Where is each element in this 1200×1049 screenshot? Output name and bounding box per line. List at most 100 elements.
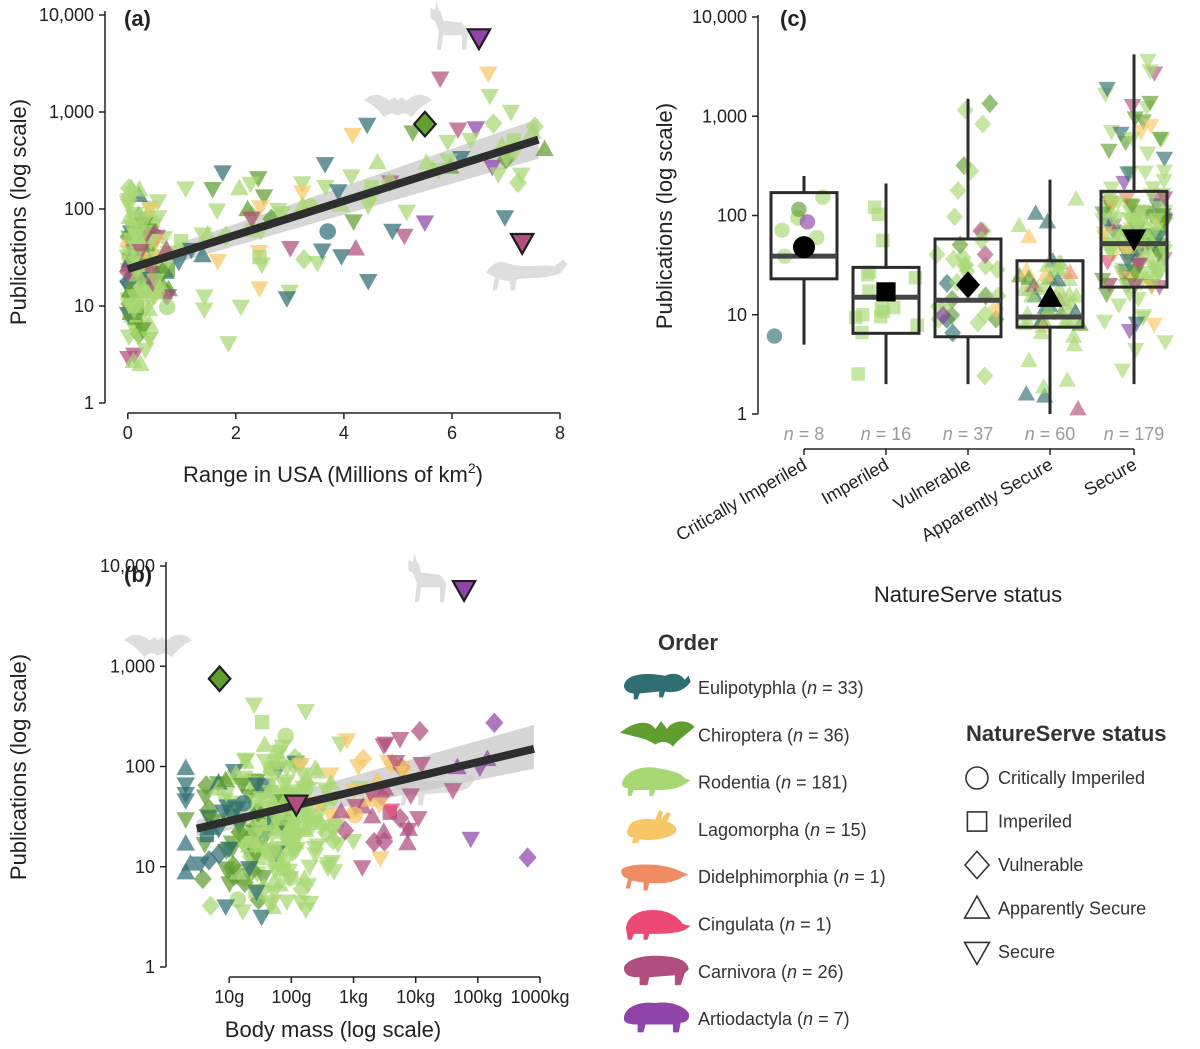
scatter-point (448, 122, 468, 139)
scatter-point (119, 298, 139, 315)
status-legend-label: Imperiled (998, 812, 1072, 832)
scatter-point (270, 875, 290, 892)
jitter-point (1017, 385, 1036, 401)
jitter-point (1032, 323, 1051, 340)
rodent-icon (621, 767, 691, 796)
scatter-point (247, 794, 267, 812)
scatter-point (328, 184, 348, 201)
scatter-point (344, 214, 363, 231)
scatter-point (311, 813, 331, 830)
scatter-point (331, 801, 351, 819)
x-tick-label: 10kg (396, 987, 435, 1007)
scatter-point (371, 851, 390, 868)
scatter-point (242, 211, 261, 229)
scatter-point (176, 834, 196, 851)
y-tick-label: 1 (84, 393, 94, 413)
jitter-point (1128, 217, 1146, 234)
scatter-point (328, 836, 348, 854)
scatter-point (260, 897, 280, 915)
scatter-point (244, 697, 264, 715)
scatter-point (255, 735, 274, 752)
y-tick-label: 10,000 (100, 556, 155, 576)
jitter-point (1129, 257, 1147, 274)
order-legend-label: Rodentia (n = 181) (698, 773, 848, 793)
x-tick-label: 0 (123, 423, 133, 443)
scatter-point (230, 821, 249, 843)
scatter-point (122, 178, 141, 195)
scatter-point (176, 862, 196, 880)
scatter-point (357, 117, 377, 135)
jitter-point (1067, 190, 1085, 206)
scatter-point (277, 894, 297, 912)
scatter-point (511, 167, 531, 185)
scatter-point (254, 714, 270, 730)
scatter-point (415, 215, 435, 232)
scatter-point (395, 228, 414, 246)
jitter-point (1095, 314, 1114, 331)
jitter-point (1097, 287, 1116, 304)
highlighted-point (283, 794, 310, 818)
scatter-point (488, 167, 508, 184)
scatter-point (292, 879, 311, 900)
scatter-point (296, 807, 316, 824)
panel-a-points (118, 66, 554, 372)
panel-b-highlighted-points (207, 579, 478, 818)
x-tick-label: Secure (1081, 454, 1140, 500)
scatter-point (137, 300, 157, 317)
panel-b-points (176, 697, 537, 927)
order-legend-label: Cingulata (n = 1) (698, 915, 832, 935)
order-legend-item: Lagomorpha (n = 15) (627, 809, 867, 844)
bear-icon (623, 955, 689, 986)
scatter-point (120, 207, 139, 224)
scatter-point (312, 243, 332, 261)
scatter-point (318, 860, 338, 878)
scatter-point (134, 215, 153, 232)
scatter-point (484, 113, 503, 134)
scatter-point (438, 134, 457, 152)
order-legend-item: Eulipotyphla (n = 33) (623, 673, 864, 700)
jitter-point (867, 200, 882, 214)
jitter-point (860, 267, 875, 282)
jitter-point (969, 313, 987, 333)
scatter-point (332, 249, 351, 266)
jitter-point (1100, 143, 1118, 160)
jitter-point (1155, 151, 1174, 168)
jitter-point (1034, 377, 1053, 394)
mean-marker (956, 271, 980, 299)
scatter-point (199, 827, 215, 843)
jitter-point (977, 256, 995, 276)
order-legend-item: Rodentia (n = 181) (621, 767, 848, 796)
jitter-point (1156, 191, 1174, 207)
highlighted-point (509, 232, 536, 257)
panel-a-silhouettes (364, 1, 568, 291)
weasel-silhouette-icon (486, 259, 568, 291)
panel-a-label: (a) (124, 6, 151, 31)
scatter-point (277, 774, 296, 791)
scatter-point (176, 181, 195, 198)
panel-b-x-axis-label: Body mass (log scale) (225, 1017, 441, 1042)
scatter-point (466, 121, 486, 138)
jitter-point (1139, 146, 1157, 162)
jitter-point (876, 304, 891, 319)
scatter-point (398, 833, 417, 851)
deer-silhouette-icon (408, 553, 447, 602)
scatter-point (383, 223, 402, 241)
jitter-point (1123, 199, 1141, 215)
scatter-point (316, 822, 335, 843)
scatter-point (203, 181, 222, 199)
jitter-point (1027, 204, 1045, 220)
jitter-point (1098, 255, 1117, 271)
x-tick-label: 100kg (453, 987, 502, 1007)
y-tick-label: 1,000 (702, 106, 747, 126)
jitter-point (1110, 298, 1128, 314)
status-legend-label: Critically Imperiled (998, 768, 1145, 788)
scatter-point (417, 153, 436, 170)
scatter-point (254, 869, 273, 887)
scatter-point (247, 884, 266, 902)
jitter-point (1100, 189, 1118, 206)
jitter-point (928, 244, 946, 264)
jitter-point (1020, 351, 1038, 368)
scatter-point (119, 329, 139, 347)
jitter-point (1141, 64, 1159, 80)
scatter-point (252, 909, 271, 927)
